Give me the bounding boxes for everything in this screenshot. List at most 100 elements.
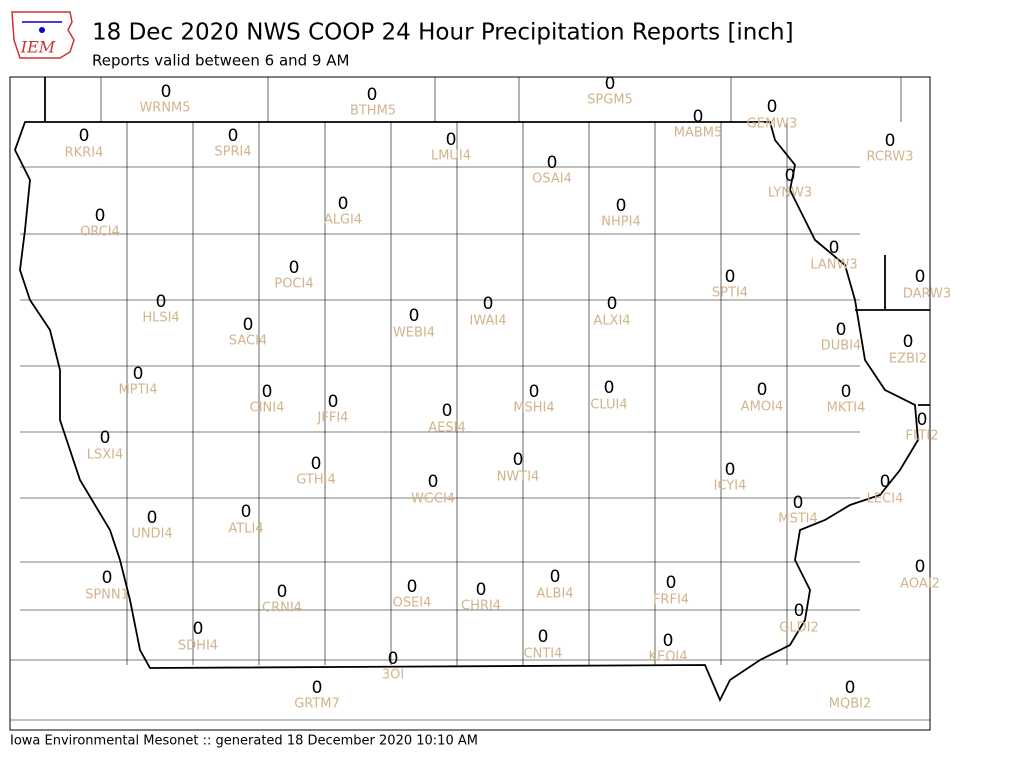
- station-id: ICYI4: [714, 479, 747, 494]
- precip-value: 0: [289, 258, 300, 278]
- precip-value: 0: [607, 294, 618, 314]
- station-id: SACI4: [229, 334, 267, 349]
- iowa-border: [14, 121, 919, 703]
- precip-value: 0: [757, 380, 768, 400]
- map-area: [9, 76, 931, 731]
- station-id: NHPI4: [601, 215, 640, 230]
- station-id: IWAI4: [470, 314, 507, 329]
- station-id: GEMW3: [747, 117, 798, 132]
- precip-value: 0: [550, 567, 561, 587]
- station-id: CRNI4: [262, 601, 302, 616]
- precip-value: 0: [446, 130, 457, 150]
- precip-value: 0: [243, 315, 254, 335]
- precip-value: 0: [666, 573, 677, 593]
- precip-value: 0: [725, 460, 736, 480]
- station-id: RKRI4: [65, 146, 104, 161]
- title: 18 Dec 2020 NWS COOP 24 Hour Precipitati…: [92, 20, 794, 46]
- station-id: 3OI: [382, 668, 404, 683]
- station-id: SPRI4: [214, 145, 251, 160]
- precip-value: 0: [102, 568, 113, 588]
- station-id: AOAI2: [900, 577, 940, 592]
- precip-value: 0: [312, 678, 323, 698]
- precip-value: 0: [616, 196, 627, 216]
- station-id: ALGI4: [324, 213, 362, 228]
- station-id: NWTI4: [497, 470, 540, 485]
- station-id: SPGM5: [587, 93, 633, 108]
- station-id: KEOI4: [648, 650, 687, 665]
- precip-value: 0: [100, 428, 111, 448]
- station-id: LANW3: [810, 258, 857, 273]
- station-id: SPTI4: [712, 286, 748, 301]
- precip-value: 0: [156, 292, 167, 312]
- precip-value: 0: [693, 107, 704, 127]
- station-id: LSXI4: [87, 448, 124, 463]
- station-id: ALBI4: [536, 587, 573, 602]
- station-id: EZBI2: [889, 352, 927, 367]
- station-id: UNDI4: [131, 527, 172, 542]
- precip-value: 0: [367, 85, 378, 105]
- precip-value: 0: [483, 294, 494, 314]
- station-id: DUBI4: [821, 339, 862, 354]
- precip-value: 0: [605, 74, 616, 94]
- precip-value: 0: [338, 194, 349, 214]
- precip-value: 0: [147, 508, 158, 528]
- station-id: WEBI4: [393, 326, 435, 341]
- precip-value: 0: [442, 401, 453, 421]
- precip-value: 0: [388, 649, 399, 669]
- station-id: LMUI4: [431, 149, 471, 164]
- precip-value: 0: [917, 410, 928, 430]
- precip-value: 0: [845, 678, 856, 698]
- precip-value: 0: [277, 582, 288, 602]
- precip-value: 0: [663, 631, 674, 651]
- station-id: GRTM7: [294, 697, 340, 712]
- precip-value: 0: [785, 166, 796, 186]
- station-id: BTHM5: [350, 104, 396, 119]
- precip-value: 0: [476, 580, 487, 600]
- station-id: WRNM5: [139, 101, 190, 116]
- station-id: WGCI4: [411, 492, 455, 507]
- station-id: HLSI4: [142, 311, 179, 326]
- precip-value: 0: [133, 364, 144, 384]
- station-id: LYNW3: [768, 186, 812, 201]
- station-id: MKTI4: [827, 401, 866, 416]
- precip-value: 0: [793, 493, 804, 513]
- footer: Iowa Environmental Mesonet :: generated …: [10, 734, 478, 749]
- county-lines: [10, 77, 930, 721]
- station-id: RCRW3: [866, 150, 913, 165]
- station-id: LECI4: [867, 492, 904, 507]
- station-id: OSEI4: [393, 596, 432, 611]
- station-id: ALXI4: [593, 314, 630, 329]
- map-frame: [9, 76, 931, 731]
- station-id: GLDI2: [779, 621, 818, 636]
- precip-value: 0: [725, 267, 736, 287]
- station-id: MSHI4: [513, 401, 554, 416]
- precip-value: 0: [915, 557, 926, 577]
- station-id: ATLI4: [228, 522, 263, 537]
- precip-value: 0: [529, 382, 540, 402]
- precip-value: 0: [513, 450, 524, 470]
- station-id: FRFI4: [653, 593, 689, 608]
- station-id: CLUI4: [590, 398, 627, 413]
- precip-value: 0: [829, 238, 840, 258]
- precip-value: 0: [407, 577, 418, 597]
- station-id: FLTI2: [906, 429, 939, 444]
- precip-value: 0: [193, 619, 204, 639]
- station-id: POCI4: [274, 277, 313, 292]
- precip-value: 0: [841, 382, 852, 402]
- precip-value: 0: [95, 206, 106, 226]
- logo-dot: [39, 27, 45, 33]
- precip-value: 0: [767, 97, 778, 117]
- station-id: MPTI4: [118, 383, 157, 398]
- precip-value: 0: [228, 126, 239, 146]
- subtitle: Reports valid between 6 and 9 AM: [92, 52, 349, 70]
- station-id: JFFI4: [317, 411, 349, 426]
- precip-value: 0: [409, 306, 420, 326]
- logo-outline: [11, 11, 75, 59]
- precip-value: 0: [880, 472, 891, 492]
- state-lines: [44, 77, 930, 406]
- logo: IEM: [11, 11, 75, 59]
- precip-value: 0: [328, 392, 339, 412]
- station-id: CINI4: [250, 401, 285, 416]
